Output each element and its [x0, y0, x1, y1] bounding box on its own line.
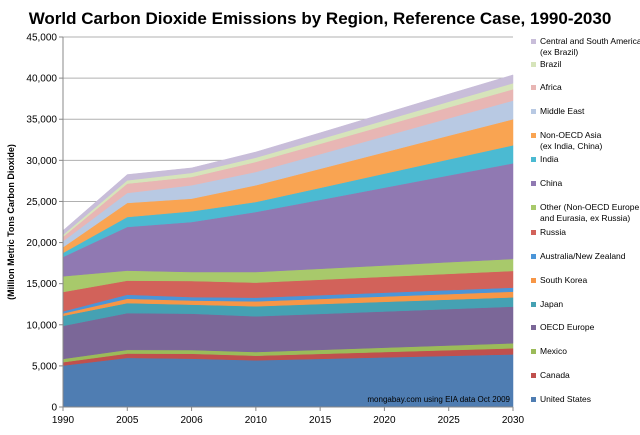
legend-label: Brazil — [540, 59, 561, 69]
x-tick-label: 1990 — [52, 415, 75, 426]
legend-item: Russia — [531, 227, 566, 237]
legend-label: and Eurasia, ex Russia) — [540, 213, 630, 223]
y-tick-label: 45,000 — [26, 33, 57, 44]
legend-swatch — [531, 373, 536, 378]
legend-swatch — [531, 39, 536, 44]
x-tick-label: 2010 — [245, 415, 268, 426]
legend-swatch — [531, 325, 536, 330]
legend-swatch — [531, 133, 536, 138]
chart-title: World Carbon Dioxide Emissions by Region… — [29, 9, 612, 28]
legend-swatch — [531, 397, 536, 402]
legend-label: (ex India, China) — [540, 141, 603, 151]
y-tick-label: 5,000 — [32, 361, 57, 372]
legend-item: India — [531, 154, 559, 164]
area-series — [62, 74, 514, 408]
legend-label: Africa — [540, 82, 562, 92]
legend-label: South Korea — [540, 275, 588, 285]
legend-swatch — [531, 278, 536, 283]
legend-item: Non-OECD Asia(ex India, China) — [531, 130, 603, 151]
y-tick-label: 20,000 — [26, 238, 57, 249]
legend-item: Central and South America(ex Brazil) — [531, 36, 640, 57]
legend-swatch — [531, 230, 536, 235]
legend-swatch — [531, 254, 536, 259]
legend-swatch — [531, 62, 536, 67]
legend-label: Japan — [540, 299, 563, 309]
axes: 0 5,000 10,000 15,000 20,000 25,000 30,000 35,0… — [26, 33, 524, 427]
legend-item: Japan — [531, 299, 563, 309]
y-tick-label: 25,000 — [26, 197, 57, 208]
legend-swatch — [531, 181, 536, 186]
legend-item: China — [531, 178, 562, 188]
legend-item: Australia/New Zealand — [531, 251, 626, 261]
y-tick-label: 30,000 — [26, 156, 57, 167]
legend-swatch — [531, 85, 536, 90]
y-tick-label: 40,000 — [26, 74, 57, 85]
area-central-and-south-america-ex-brazil — [62, 74, 514, 236]
y-axis-label: (Million Metric Tons Carbon Dioxide) — [6, 144, 16, 300]
legend-swatch — [531, 205, 536, 210]
legend-item: United States — [531, 394, 591, 404]
legend-item: Middle East — [531, 106, 585, 116]
legend-label: Non-OECD Asia — [540, 130, 602, 140]
y-tick-label: 15,000 — [26, 279, 57, 290]
legend-item: Africa — [531, 82, 562, 92]
legend-swatch — [531, 302, 536, 307]
x-tick-label: 2006 — [180, 415, 203, 426]
legend-item: Brazil — [531, 59, 561, 69]
legend-label: Mexico — [540, 346, 567, 356]
legend-label: Other (Non-OECD Europe — [540, 202, 639, 212]
legend: Central and South America(ex Brazil) Braz… — [531, 36, 640, 404]
legend-item: Mexico — [531, 346, 567, 356]
source-annotation: mongabay.com using EIA data Oct 2009 — [367, 395, 510, 404]
legend-label: India — [540, 154, 559, 164]
legend-item: South Korea — [531, 275, 588, 285]
x-tick-label: 2015 — [309, 415, 332, 426]
legend-swatch — [531, 349, 536, 354]
legend-label: Canada — [540, 370, 570, 380]
legend-swatch — [531, 109, 536, 114]
legend-swatch — [531, 157, 536, 162]
legend-label: China — [540, 178, 562, 188]
legend-label: United States — [540, 394, 591, 404]
legend-item: OECD Europe — [531, 322, 595, 332]
legend-label: (ex Brazil) — [540, 47, 578, 57]
x-tick-label: 2030 — [502, 415, 525, 426]
x-tick-label: 2025 — [438, 415, 461, 426]
legend-label: Australia/New Zealand — [540, 251, 626, 261]
legend-label: Middle East — [540, 106, 585, 116]
legend-item: Canada — [531, 370, 570, 380]
y-tick-label: 10,000 — [26, 320, 57, 331]
y-tick-label: 0 — [51, 403, 57, 414]
legend-label: OECD Europe — [540, 322, 595, 332]
y-tick-label: 35,000 — [26, 115, 57, 126]
legend-label: Central and South America — [540, 36, 640, 46]
legend-label: Russia — [540, 227, 566, 237]
x-tick-label: 2020 — [373, 415, 396, 426]
x-tick-label: 2005 — [116, 415, 139, 426]
